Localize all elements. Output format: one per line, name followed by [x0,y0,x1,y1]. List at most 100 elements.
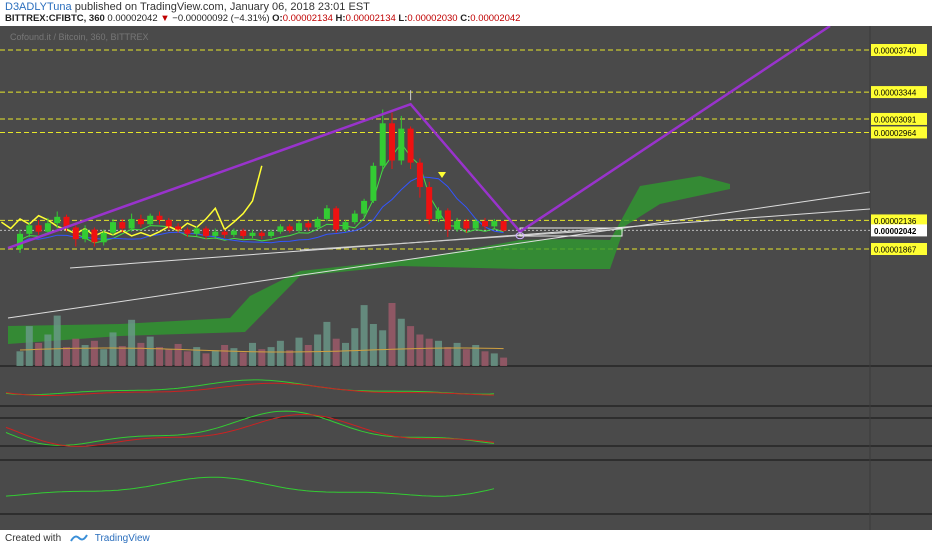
candle-body [342,222,349,230]
last-price: 0.00002042 [107,13,158,24]
published-text: published on TradingView.com, January 06… [71,1,370,13]
candle-body [26,225,33,234]
tradingview-logo-icon [70,534,88,542]
open-value: 0.00002134 [282,13,333,24]
price-level-label-box [871,112,927,125]
stoch-k-line [5,410,495,446]
volume-bar [360,305,368,366]
candle-body [147,215,154,225]
price-level-label: 0.00003344 [874,89,917,98]
volume-bar [109,332,117,366]
candle-body [305,223,312,228]
candle-body [165,219,172,227]
candle-body [500,221,507,231]
author-link[interactable]: D3ADLYTuna [5,1,72,13]
candle-body [156,215,163,220]
candle-body [286,226,293,231]
candle-body [203,228,209,236]
chart-watermark: Cofound.it / Bitcoin, 360, BITTREX [10,32,149,42]
volume-bar [453,342,461,366]
stoch-d-line [5,414,495,447]
trendline-support [7,191,871,319]
volume-bar [314,334,322,366]
conversion-line [19,142,504,244]
high-label: H: [335,13,346,24]
candle-body [63,216,70,228]
volume-bar [25,326,33,366]
volume-bar [276,340,284,366]
candle-body [407,128,414,163]
candle-body [398,128,405,161]
candle-body [249,232,256,236]
close-label: C: [460,13,471,24]
candle-body [482,221,488,227]
candle-body [426,187,433,219]
candle-body [193,228,200,234]
volume-bar [323,321,331,366]
volume-ma-line [19,347,504,353]
low-label: L: [398,13,408,24]
volume-bar [416,334,424,366]
candle-body [137,218,144,225]
volume-bar [230,348,238,366]
candle-body [454,221,461,230]
volume-bar [481,351,489,366]
volume-bar [72,338,80,366]
volume-bar [44,334,52,366]
volume-bar [183,351,191,366]
volume-bar [211,350,219,366]
volume-bar [351,328,359,366]
price-level-label-box [871,126,927,139]
candle-body [370,165,377,201]
candle-body [128,218,135,229]
volume-bar [342,342,349,366]
volume-bar [221,345,229,366]
volume-bar [100,349,108,366]
candle-body [463,221,470,229]
price-level-label: 0.00002136 [874,217,917,226]
purple-trend-line [7,26,831,250]
trendline-box-top [299,228,623,251]
down-arrow-icon: ▼ [160,13,170,24]
target-marker [515,232,525,240]
volume-bar [258,349,266,366]
volume-bar [444,347,452,366]
price-level-label-box [871,243,927,255]
candle-body [35,225,42,232]
volume-bar [202,353,210,366]
candle-body [72,227,79,240]
volume-bar [128,319,136,366]
volume-bar [146,336,154,366]
price-level-label: 0.00003091 [874,115,917,124]
candle-body [379,123,386,166]
tradingview-brand[interactable]: TradingView [94,533,150,544]
volume-bar [388,303,396,366]
candle-body [119,222,126,229]
price-change: −0.00000092 (−4.31%) [172,13,270,24]
candle-body [323,208,330,219]
volume-bar [63,347,70,366]
price-level-label-box [871,86,927,99]
footer: Created with TradingView [5,533,150,544]
volume-bar [472,345,480,366]
candle-body [277,226,284,232]
high-value: 0.00002134 [345,13,396,24]
volume-bar [332,338,340,366]
price-chart[interactable]: Cofound.it / Bitcoin, 360, BITTREX 0.000… [0,26,932,530]
volume-bar [490,353,498,366]
candle-body [44,223,51,232]
candle-body [110,222,116,233]
price-level-label: 0.00001867 [874,246,917,255]
candle-body [472,221,479,229]
candle-body [240,230,247,236]
close-value: 0.00002042 [470,13,521,24]
ichimoku-cloud [8,176,730,344]
candle-body [54,216,61,224]
chart-background [0,26,932,530]
volume-bar [174,343,182,366]
volume-bar [369,324,377,366]
candle-body [17,233,23,249]
volume-bar [379,330,387,366]
publish-line: D3ADLYTuna published on TradingView.com,… [5,1,370,13]
candle-body [444,210,451,230]
